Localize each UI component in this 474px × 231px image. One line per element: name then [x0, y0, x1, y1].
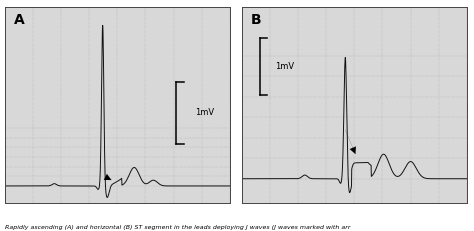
- Text: 1mV: 1mV: [195, 109, 214, 117]
- Text: 1mV: 1mV: [275, 62, 295, 71]
- Text: B: B: [251, 13, 261, 27]
- Text: A: A: [14, 13, 25, 27]
- Text: Rapidly ascending (A) and horizontal (B) ST segment in the leads deploying J wav: Rapidly ascending (A) and horizontal (B)…: [5, 225, 350, 230]
